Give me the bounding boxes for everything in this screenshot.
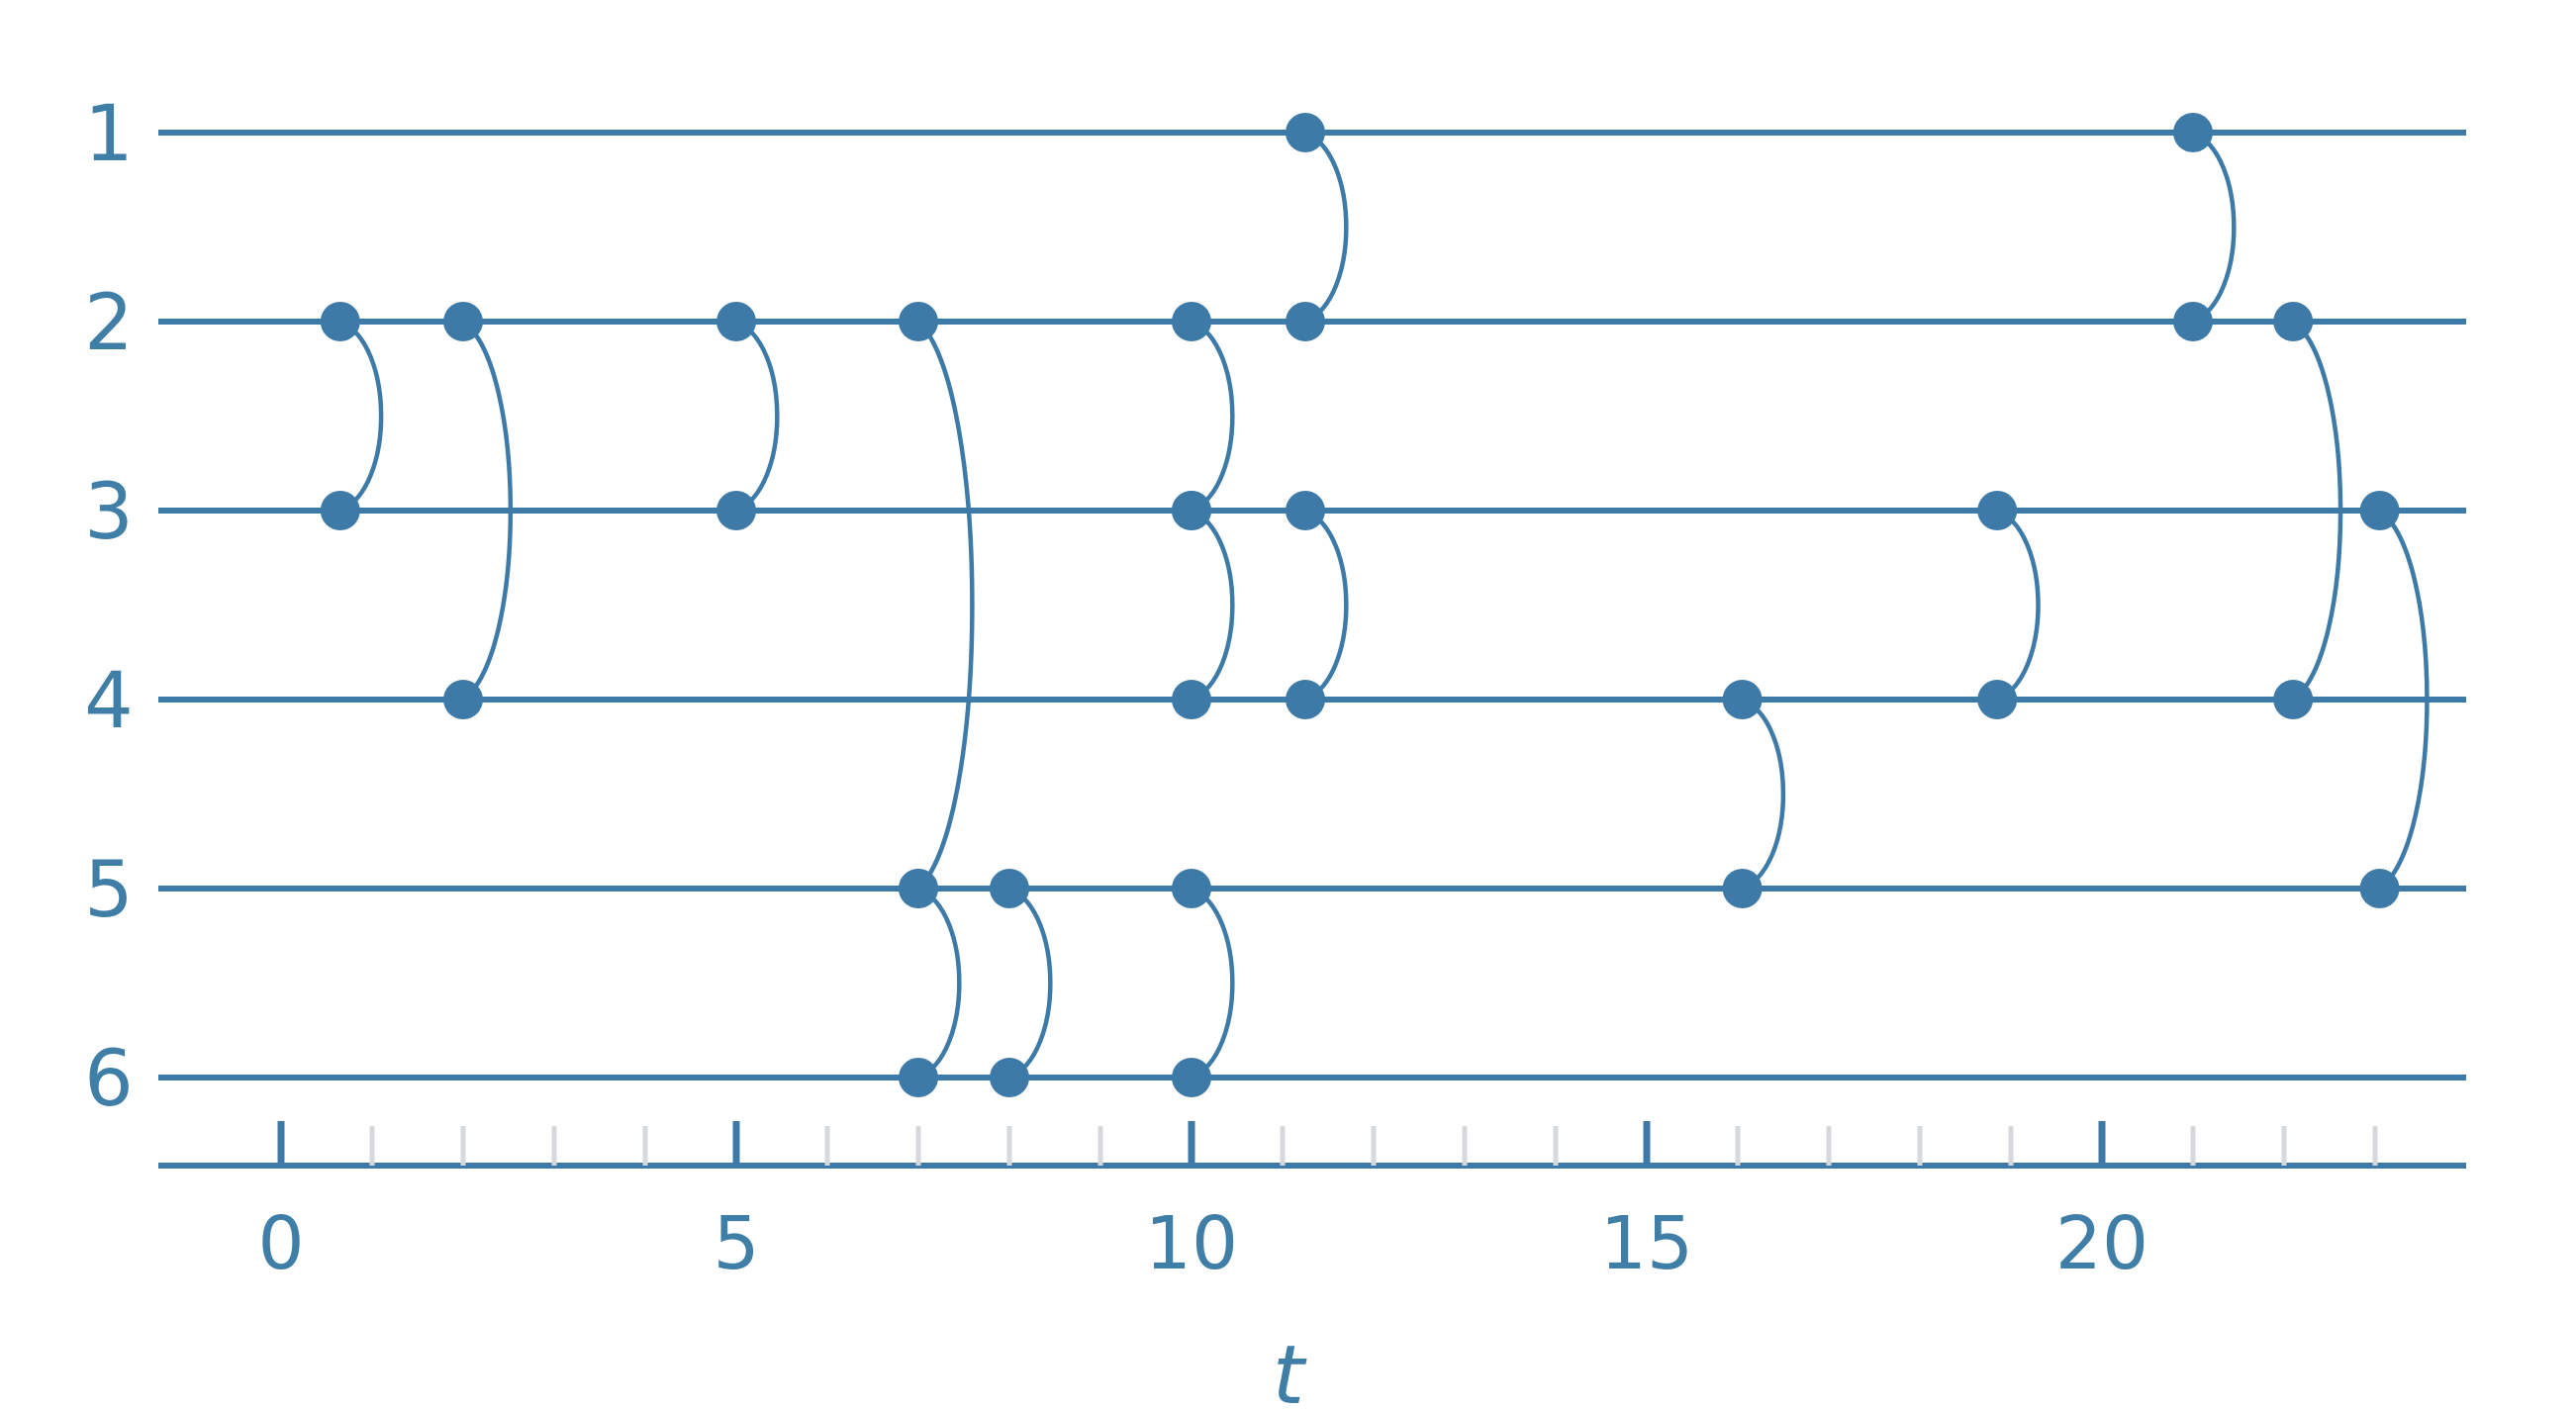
interaction-arc-8 xyxy=(1191,886,1235,1081)
interaction-dot-13-a xyxy=(2173,113,2213,152)
interaction-arc-7 xyxy=(1191,508,1235,703)
arcs-layer xyxy=(338,130,2430,1081)
interaction-dot-10-a xyxy=(1286,491,1325,530)
lane-label-2: 2 xyxy=(84,279,134,368)
interaction-dot-12-b xyxy=(1977,680,2018,719)
interaction-dot-15-a xyxy=(2359,491,2400,530)
interaction-arc-5 xyxy=(1008,886,1053,1081)
interaction-dot-4-b xyxy=(899,1058,938,1097)
interaction-dot-10-b xyxy=(1286,680,1325,719)
interaction-dot-3-a xyxy=(899,302,938,341)
tick-label-20: 20 xyxy=(2055,1201,2148,1286)
interaction-dot-2-a xyxy=(716,302,756,341)
interaction-dot-7-b xyxy=(1172,680,1211,719)
lane-label-4: 4 xyxy=(84,657,134,746)
tick-label-15: 15 xyxy=(1600,1201,1693,1286)
interaction-arc-1 xyxy=(461,320,514,702)
interaction-dot-4-a xyxy=(899,869,938,908)
interaction-dot-14-b xyxy=(2273,680,2314,719)
interaction-dot-12-a xyxy=(1977,491,2018,530)
interaction-dot-5-b xyxy=(990,1058,1029,1097)
interaction-dot-8-b xyxy=(1172,1058,1211,1097)
lanes-layer: 1 2 3 4 5 6 xyxy=(84,90,2466,1124)
interaction-dot-15-b xyxy=(2359,869,2400,908)
tick-label-10: 10 xyxy=(1145,1201,1238,1286)
interaction-arc-4 xyxy=(917,886,962,1081)
interaction-arc-2 xyxy=(735,319,780,514)
interaction-dot-14-a xyxy=(2273,302,2314,341)
interaction-arc-3 xyxy=(916,320,975,891)
interaction-dot-9-b xyxy=(1286,302,1325,341)
interaction-arc-12 xyxy=(1996,508,2041,703)
interaction-dot-7-a xyxy=(1172,491,1211,530)
interaction-dot-13-b xyxy=(2173,302,2213,341)
interaction-dot-0-a xyxy=(320,302,360,341)
tick-label-5: 5 xyxy=(713,1201,759,1286)
interaction-arc-10 xyxy=(1304,508,1349,703)
interaction-dot-11-b xyxy=(1722,869,1763,908)
lane-label-5: 5 xyxy=(84,846,134,935)
dots-layer xyxy=(320,113,2400,1097)
interaction-dot-1-a xyxy=(443,302,483,341)
lane-label-3: 3 xyxy=(84,468,134,557)
interaction-arc-11 xyxy=(1741,697,1786,892)
interaction-dot-2-b xyxy=(716,491,756,530)
interaction-arc-9 xyxy=(1304,130,1349,325)
interaction-arc-13 xyxy=(2192,130,2237,325)
interaction-arc-0 xyxy=(338,319,384,514)
lane-label-6: 6 xyxy=(84,1035,134,1124)
tick-label-0: 0 xyxy=(257,1201,304,1286)
interaction-dot-11-a xyxy=(1722,680,1763,719)
interaction-arc-6 xyxy=(1191,319,1235,514)
interaction-dot-5-a xyxy=(990,869,1029,908)
interaction-arc-15 xyxy=(2378,509,2430,891)
interaction-dot-1-b xyxy=(443,680,483,719)
interaction-arc-14 xyxy=(2291,320,2343,702)
time-axis: 0 5 10 15 20 xyxy=(158,1121,2466,1286)
interaction-dot-8-a xyxy=(1172,869,1211,908)
interaction-dot-0-b xyxy=(320,491,360,530)
interaction-dot-6-a xyxy=(1172,302,1211,341)
interaction-dot-9-a xyxy=(1286,113,1325,152)
axis-label-t: t xyxy=(1273,1329,1307,1410)
lane-label-1: 1 xyxy=(84,90,134,179)
